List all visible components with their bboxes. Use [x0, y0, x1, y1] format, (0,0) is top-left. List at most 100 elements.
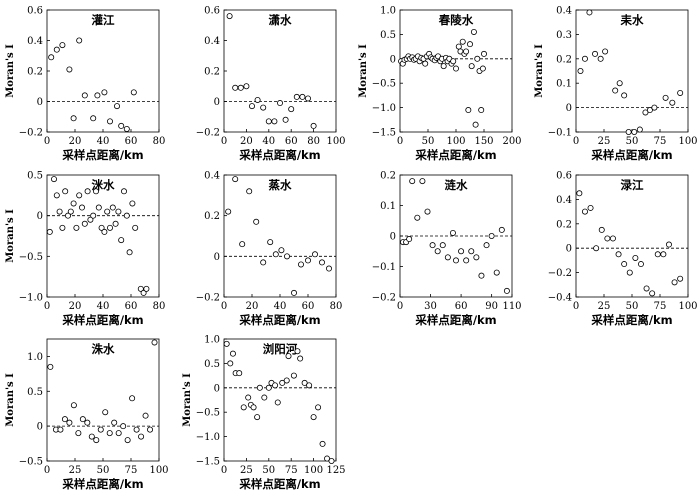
data-point [468, 248, 475, 255]
y-tick-label: 0.5 [27, 171, 43, 182]
x-tick-label: 75 [654, 301, 667, 312]
subplot-5: 0 20 40 60 80 −1.0 −0.5 0 0.5 洣水 Moran's I 采样点距离/km [5, 171, 165, 328]
data-point [625, 128, 632, 135]
y-axis-label: Moran's I [534, 44, 545, 98]
data-point [459, 38, 466, 45]
data-point [90, 115, 97, 122]
data-point [261, 394, 268, 401]
y-tick-label: 0 [214, 252, 220, 263]
y-tick-label: −0.4 [548, 293, 572, 304]
data-point [151, 339, 158, 346]
x-tick-label: 80 [307, 136, 320, 147]
y-tick-label: 0.2 [556, 54, 572, 65]
data-point [480, 50, 487, 57]
y-tick-label: 0.3 [556, 30, 572, 41]
data-point [621, 261, 628, 268]
data-point [478, 272, 485, 279]
x-tick-label: 0 [397, 136, 403, 147]
data-point [65, 212, 72, 219]
data-point [229, 350, 236, 357]
y-axis-label: Moran's I [358, 44, 369, 98]
data-point [84, 188, 91, 195]
y-tick-label: 0.2 [380, 171, 396, 182]
data-point [649, 290, 656, 297]
data-point [593, 245, 600, 252]
data-point [124, 437, 131, 444]
data-point [107, 118, 114, 125]
data-point [293, 93, 300, 100]
data-point [626, 269, 633, 276]
x-tick-label: 50 [262, 465, 275, 476]
data-point [260, 104, 267, 111]
data-point [587, 204, 594, 211]
data-point [75, 430, 82, 437]
y-tick-label: −1.0 [372, 103, 396, 114]
y-tick-label: 0 [390, 54, 396, 65]
x-tick-label: 0 [221, 465, 227, 476]
data-point [422, 60, 429, 67]
x-tick-label: 40 [97, 136, 110, 147]
data-point [53, 192, 60, 199]
y-tick-label: 0.4 [556, 6, 572, 17]
y-tick-label: −0.5 [372, 79, 396, 90]
x-tick-label: 100 [678, 136, 697, 147]
data-point [671, 279, 678, 286]
data-point [76, 192, 83, 199]
data-point [576, 190, 583, 197]
data-point [662, 94, 669, 101]
data-point [577, 68, 584, 75]
plot-frame [223, 338, 337, 462]
y-tick-label: −0.1 [372, 262, 396, 273]
data-point [107, 224, 114, 231]
data-point [254, 96, 261, 103]
data-point [615, 251, 622, 258]
x-tick-label: 40 [274, 301, 287, 312]
x-tick-label: 75 [285, 465, 298, 476]
x-tick-label: 150 [474, 136, 493, 147]
subplot-title: 灌江 [92, 13, 115, 27]
data-point [225, 208, 232, 215]
x-tick-label: 80 [153, 136, 166, 147]
x-tick-label: 80 [330, 301, 343, 312]
data-point [465, 107, 472, 114]
x-tick-label: 100 [678, 301, 697, 312]
data-point [267, 239, 274, 246]
data-point [294, 348, 301, 355]
data-point [253, 218, 260, 225]
data-point [328, 457, 335, 464]
data-point [310, 414, 317, 421]
subplot-title: 涟水 [445, 178, 468, 192]
x-tick-label: 75 [654, 136, 667, 147]
subplot-title: 潇水 [269, 13, 292, 27]
data-point [466, 41, 473, 48]
x-tick-label: 80 [153, 301, 166, 312]
data-point [88, 433, 95, 440]
y-tick-label: 0.4 [204, 171, 220, 182]
x-tick-label: 25 [69, 465, 82, 476]
data-point [138, 433, 145, 440]
data-point [478, 107, 485, 114]
data-point [483, 242, 490, 249]
data-point [118, 122, 125, 129]
data-point [470, 28, 477, 35]
x-tick-label: 50 [626, 301, 639, 312]
x-axis-label: 采样点距离/km [238, 477, 320, 490]
x-tick-label: 20 [69, 136, 82, 147]
y-tick-label: 0.6 [27, 6, 43, 17]
y-tick-label: 0.1 [556, 79, 572, 90]
data-point [274, 399, 281, 406]
data-point [59, 42, 66, 49]
data-point [223, 340, 230, 347]
data-point [272, 251, 279, 258]
data-point [57, 426, 64, 433]
data-point [61, 416, 68, 423]
data-point [444, 254, 451, 261]
y-tick-label: 0.5 [204, 359, 220, 370]
y-tick-label: 0.6 [204, 6, 220, 17]
y-tick-label: 0 [566, 103, 572, 114]
data-point [597, 55, 604, 62]
y-tick-label: −0.2 [196, 128, 220, 139]
data-point [636, 126, 643, 133]
data-point [458, 248, 465, 255]
